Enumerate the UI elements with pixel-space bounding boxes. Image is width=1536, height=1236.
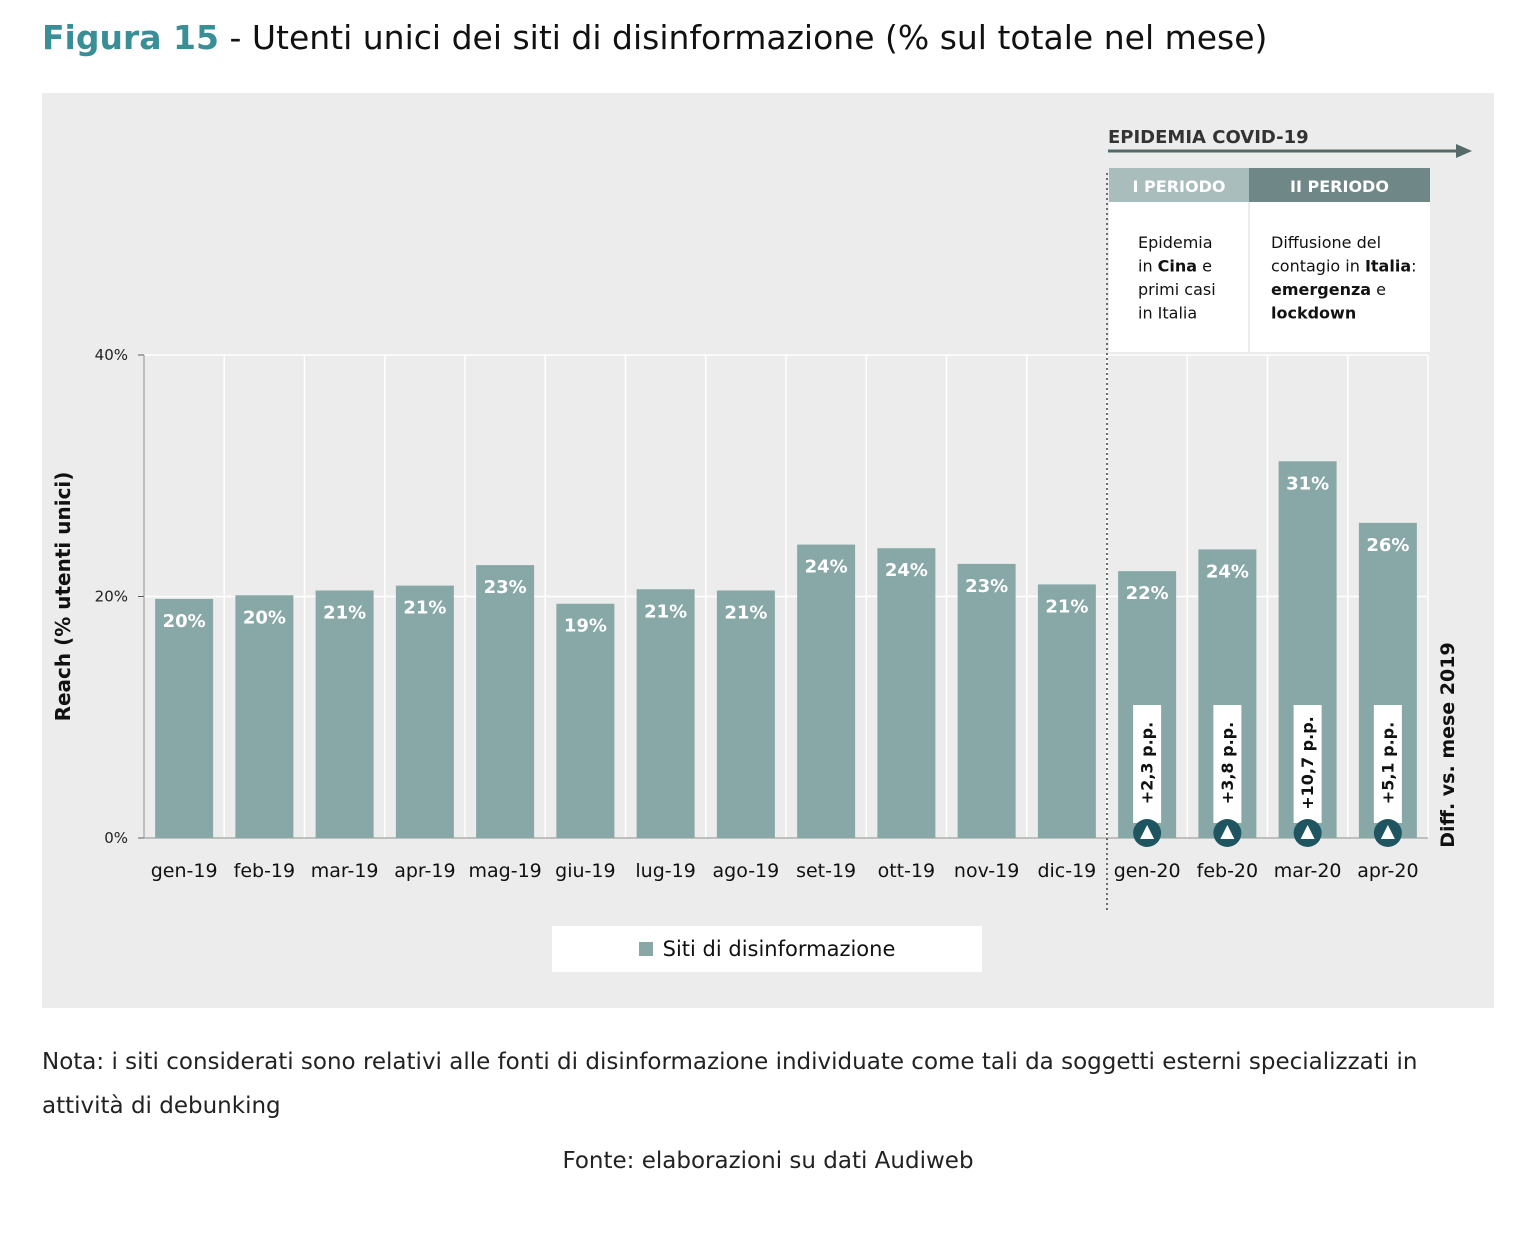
diff-label: +5,1 p.p. (1378, 722, 1397, 804)
bar-value-label: 20% (163, 611, 206, 632)
chart-panel: 0% 20% 40% Reach (% utenti unici) 20% gen-19 2… (42, 93, 1494, 1008)
diff-label-box (1213, 705, 1242, 823)
bar-mag-19 (476, 565, 535, 838)
period-text-line: Epidemia (1138, 233, 1213, 252)
y-tick-label: 40% (95, 346, 128, 364)
y-tick-label: 20% (95, 588, 128, 606)
up-arrow-icon (1380, 825, 1395, 839)
figure-title-text: Utenti unici dei siti di disinformazione… (251, 18, 1268, 57)
arrow-right-icon (1456, 144, 1472, 158)
diff-label: +2,3 p.p. (1138, 722, 1157, 804)
bar-value-label: 22% (1126, 583, 1169, 604)
bar-value-label: 24% (1206, 561, 1249, 582)
bar-apr-19 (395, 585, 454, 838)
bar-value-label: 23% (965, 576, 1008, 597)
diff-label-box (1133, 705, 1162, 823)
x-tick-label: mar-19 (311, 860, 379, 882)
period-text-line: in Italia (1138, 304, 1197, 323)
bar-giu-19 (556, 603, 615, 838)
diff-label: +10,7 p.p. (1298, 716, 1317, 810)
figure-number: Figura 15 (42, 18, 219, 57)
period-text-line: lockdown (1271, 304, 1356, 323)
period-text-line: primi casi (1138, 280, 1216, 299)
bar-value-label: 21% (644, 601, 687, 622)
up-arrow-icon (1140, 825, 1155, 839)
diff-label-box (1293, 705, 1322, 823)
period-text-line: in Cina e (1138, 257, 1212, 276)
bar-value-label: 24% (885, 560, 928, 581)
bar-dic-19 (1037, 584, 1096, 838)
period-header-2 (1249, 168, 1430, 202)
period-body-2 (1249, 202, 1430, 352)
x-tick-label: set-19 (796, 860, 856, 882)
bar-value-label: 23% (484, 577, 527, 598)
legend-swatch (638, 942, 653, 956)
bar-value-label: 24% (805, 557, 848, 578)
bar-value-label: 21% (403, 598, 446, 619)
diff-label: +3,8 p.p. (1218, 722, 1237, 804)
period-header-label: II PERIODO (1290, 177, 1389, 196)
bar-value-label: 20% (243, 607, 286, 628)
period-text-line: Diffusione del (1271, 233, 1381, 252)
y-tick-label: 0% (104, 829, 128, 847)
bar-value-label: 26% (1366, 535, 1409, 556)
x-tick-label: giu-19 (555, 860, 615, 882)
bar-value-label: 21% (323, 602, 366, 623)
chart-note: Nota: i siti considerati sono relativi a… (42, 1049, 1418, 1119)
x-tick-label: ago-19 (713, 860, 780, 882)
period-header-label: I PERIODO (1133, 177, 1226, 196)
bar-chart: 0% 20% 40% Reach (% utenti unici) 20% gen-19 2… (51, 127, 1472, 913)
epidemic-label: EPIDEMIA COVID-19 (1108, 127, 1309, 148)
x-tick-label: ott-19 (878, 860, 936, 882)
x-tick-label: mag-19 (469, 860, 542, 882)
bar-ott-19 (877, 548, 936, 838)
x-tick-label: feb-20 (1197, 860, 1258, 882)
bar-set-19 (797, 544, 856, 838)
bar-value-label: 31% (1286, 473, 1329, 494)
up-arrow-icon (1220, 825, 1235, 839)
bar-value-label: 19% (564, 616, 607, 637)
period-body-1 (1109, 202, 1249, 352)
chart-legend: Siti di disinformazione (552, 926, 982, 972)
figure-title: Figura 15 - Utenti unici dei siti di dis… (42, 18, 1267, 57)
legend-label: Siti di disinformazione (662, 937, 896, 961)
x-tick-label: gen-20 (1114, 860, 1181, 882)
bar-value-label: 21% (724, 602, 767, 623)
x-tick-label: feb-19 (234, 860, 295, 882)
x-tick-label: apr-20 (1357, 860, 1418, 882)
bar-lug-19 (636, 589, 695, 838)
y-axis-label: Reach (% utenti unici) (51, 472, 75, 722)
x-tick-label: nov-19 (954, 860, 1019, 882)
bar-ago-19 (716, 590, 775, 838)
bar-value-label: 21% (1045, 596, 1088, 617)
title-separator: - (229, 18, 242, 57)
x-tick-label: gen-19 (151, 860, 218, 882)
x-tick-label: apr-19 (394, 860, 455, 882)
x-tick-label: lug-19 (635, 860, 695, 882)
bar-mar-19 (315, 590, 374, 838)
x-tick-label: dic-19 (1037, 860, 1096, 882)
up-arrow-icon (1300, 825, 1315, 839)
period-header-1 (1109, 168, 1249, 202)
bar-nov-19 (957, 563, 1016, 838)
period-text-line: emergenza e (1271, 280, 1386, 299)
period-text-line: contagio in Italia: (1271, 257, 1417, 276)
bar-feb-19 (235, 595, 294, 838)
chart-source: Fonte: elaborazioni su dati Audiweb (562, 1148, 974, 1174)
x-tick-label: mar-20 (1274, 860, 1342, 882)
bar-gen-19 (155, 598, 214, 838)
diff-label-box (1373, 705, 1402, 823)
diff-axis-label: Diff. vs. mese 2019 (1437, 642, 1459, 847)
